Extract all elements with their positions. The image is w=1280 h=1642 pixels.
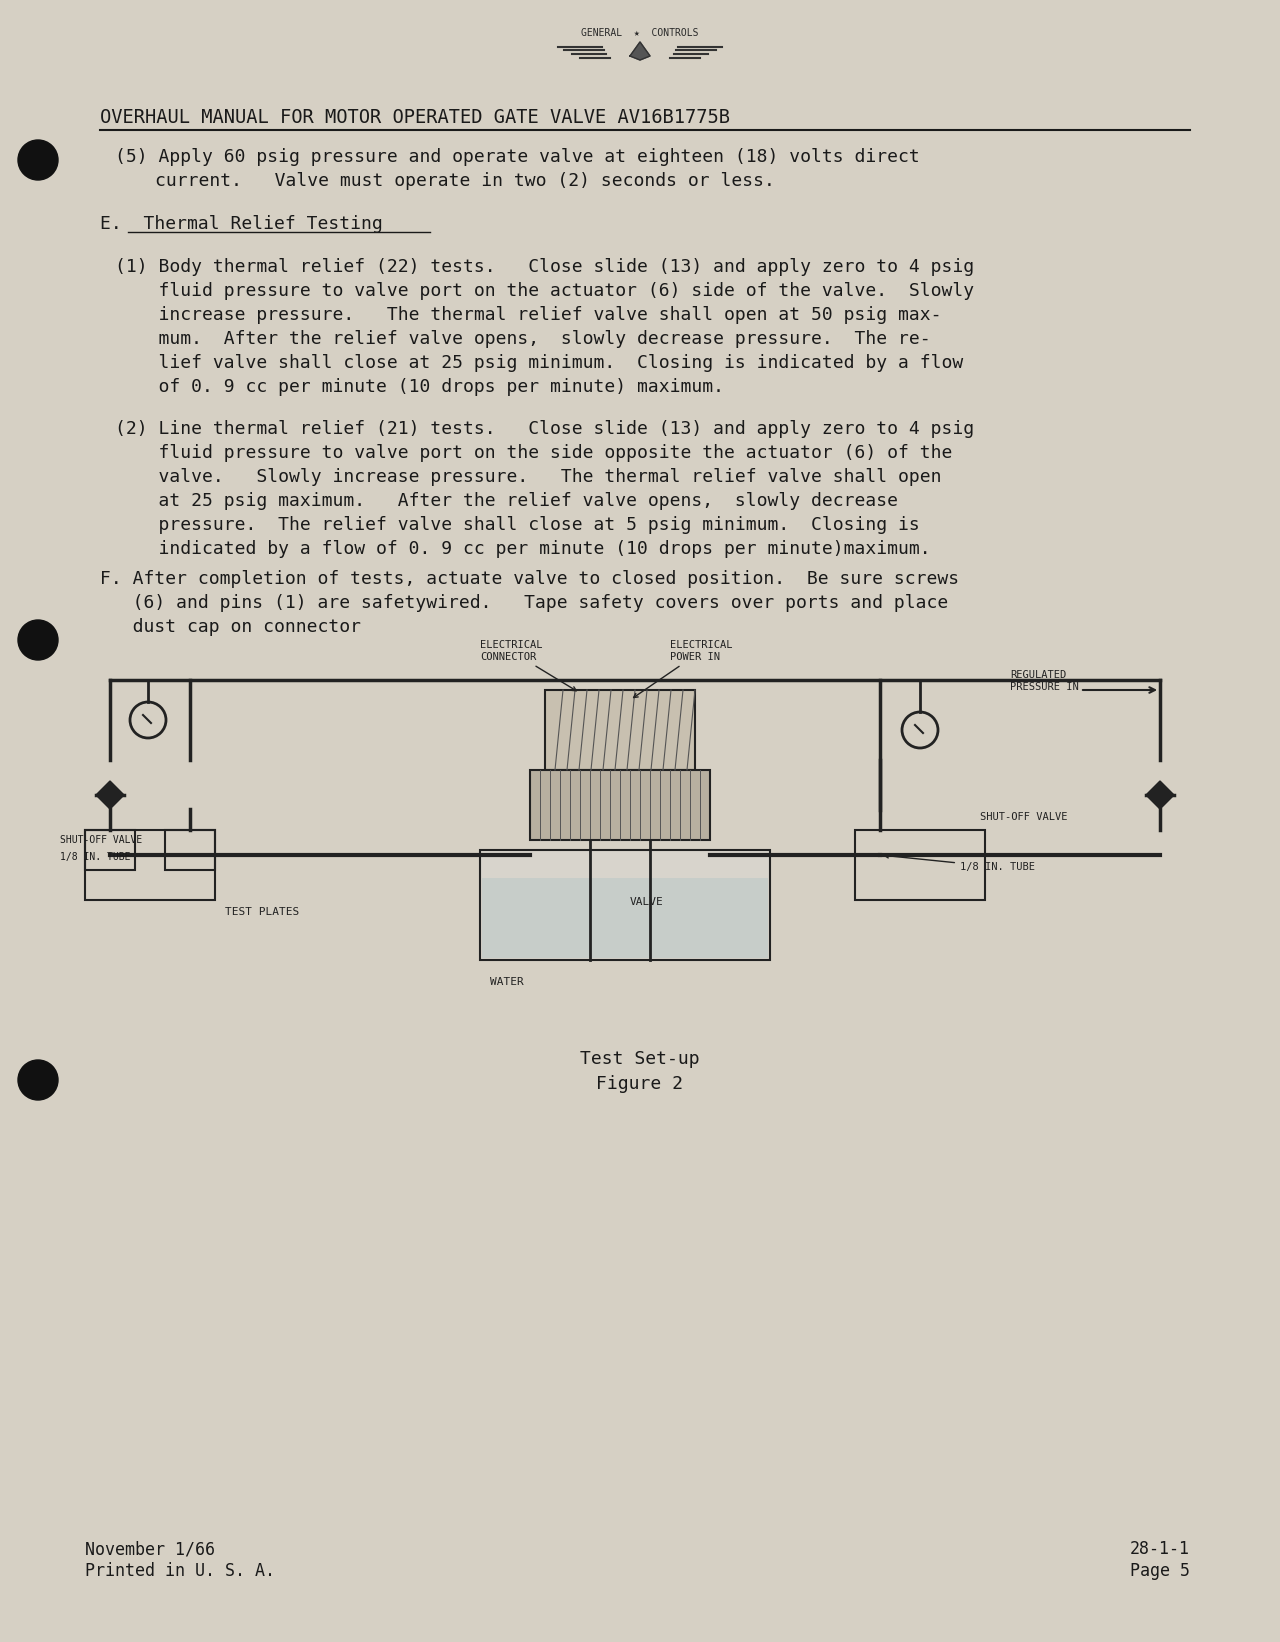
Text: valve.   Slowly increase pressure.   The thermal relief valve shall open: valve. Slowly increase pressure. The the… xyxy=(115,468,942,486)
Polygon shape xyxy=(96,782,124,810)
Text: GENERAL  ★  CONTROLS: GENERAL ★ CONTROLS xyxy=(581,28,699,38)
Circle shape xyxy=(18,1061,58,1100)
Text: TEST PLATES: TEST PLATES xyxy=(225,906,300,916)
Polygon shape xyxy=(1146,782,1174,810)
Text: E.  Thermal Relief Testing: E. Thermal Relief Testing xyxy=(100,215,383,233)
Text: 1/8 IN. TUBE: 1/8 IN. TUBE xyxy=(60,852,131,862)
Text: ELECTRICAL
POWER IN: ELECTRICAL POWER IN xyxy=(634,640,732,698)
Text: Figure 2: Figure 2 xyxy=(596,1076,684,1094)
Text: at 25 psig maximum.   After the relief valve opens,  slowly decrease: at 25 psig maximum. After the relief val… xyxy=(115,493,899,511)
Text: mum.  After the relief valve opens,  slowly decrease pressure.  The re-: mum. After the relief valve opens, slowl… xyxy=(115,330,931,348)
Bar xyxy=(545,690,695,770)
Text: VALVE: VALVE xyxy=(630,897,664,906)
Bar xyxy=(483,878,768,957)
Bar xyxy=(855,829,986,900)
Circle shape xyxy=(18,621,58,660)
Circle shape xyxy=(18,140,58,181)
Text: (2) Line thermal relief (21) tests.   Close slide (13) and apply zero to 4 psig: (2) Line thermal relief (21) tests. Clos… xyxy=(115,420,974,438)
Bar xyxy=(165,829,215,870)
Text: 28-1-1: 28-1-1 xyxy=(1130,1540,1190,1558)
Text: fluid pressure to valve port on the actuator (6) side of the valve.  Slowly: fluid pressure to valve port on the actu… xyxy=(115,282,974,300)
Text: pressure.  The relief valve shall close at 5 psig minimum.  Closing is: pressure. The relief valve shall close a… xyxy=(115,516,920,534)
Text: F. After completion of tests, actuate valve to closed position.  Be sure screws: F. After completion of tests, actuate va… xyxy=(100,570,959,588)
Text: dust cap on connector: dust cap on connector xyxy=(100,617,361,635)
Text: (5) Apply 60 psig pressure and operate valve at eighteen (18) volts direct: (5) Apply 60 psig pressure and operate v… xyxy=(115,148,920,166)
Bar xyxy=(84,829,134,870)
Text: SHUT-OFF VALVE: SHUT-OFF VALVE xyxy=(980,813,1068,823)
Bar xyxy=(480,851,771,961)
Text: indicated by a flow of 0. 9 cc per minute (10 drops per minute)maximum.: indicated by a flow of 0. 9 cc per minut… xyxy=(115,540,931,558)
Text: November 1/66: November 1/66 xyxy=(84,1540,215,1558)
Text: current.   Valve must operate in two (2) seconds or less.: current. Valve must operate in two (2) s… xyxy=(155,172,774,190)
Text: (6) and pins (1) are safetywired.   Tape safety covers over ports and place: (6) and pins (1) are safetywired. Tape s… xyxy=(100,594,948,612)
Text: increase pressure.   The thermal relief valve shall open at 50 psig max-: increase pressure. The thermal relief va… xyxy=(115,305,942,323)
Bar xyxy=(84,829,215,900)
Text: REGULATED
PRESSURE IN: REGULATED PRESSURE IN xyxy=(1010,670,1079,691)
Text: fluid pressure to valve port on the side opposite the actuator (6) of the: fluid pressure to valve port on the side… xyxy=(115,443,952,461)
Text: of 0. 9 cc per minute (10 drops per minute) maximum.: of 0. 9 cc per minute (10 drops per minu… xyxy=(115,378,724,396)
Text: ELECTRICAL
CONNECTOR: ELECTRICAL CONNECTOR xyxy=(480,640,576,691)
Text: 1/8 IN. TUBE: 1/8 IN. TUBE xyxy=(884,854,1036,872)
Text: (1) Body thermal relief (22) tests.   Close slide (13) and apply zero to 4 psig: (1) Body thermal relief (22) tests. Clos… xyxy=(115,258,974,276)
Text: Page 5: Page 5 xyxy=(1130,1562,1190,1580)
Polygon shape xyxy=(630,43,650,61)
Text: WATER: WATER xyxy=(490,977,524,987)
Text: Printed in U. S. A.: Printed in U. S. A. xyxy=(84,1562,275,1580)
Text: Test Set-up: Test Set-up xyxy=(580,1049,700,1067)
Bar xyxy=(530,770,710,841)
Text: SHUT-OFF VALVE: SHUT-OFF VALVE xyxy=(60,836,142,846)
Text: OVERHAUL MANUAL FOR MOTOR OPERATED GATE VALVE AV16B1775B: OVERHAUL MANUAL FOR MOTOR OPERATED GATE … xyxy=(100,108,730,126)
Text: lief valve shall close at 25 psig minimum.  Closing is indicated by a flow: lief valve shall close at 25 psig minimu… xyxy=(115,355,964,373)
